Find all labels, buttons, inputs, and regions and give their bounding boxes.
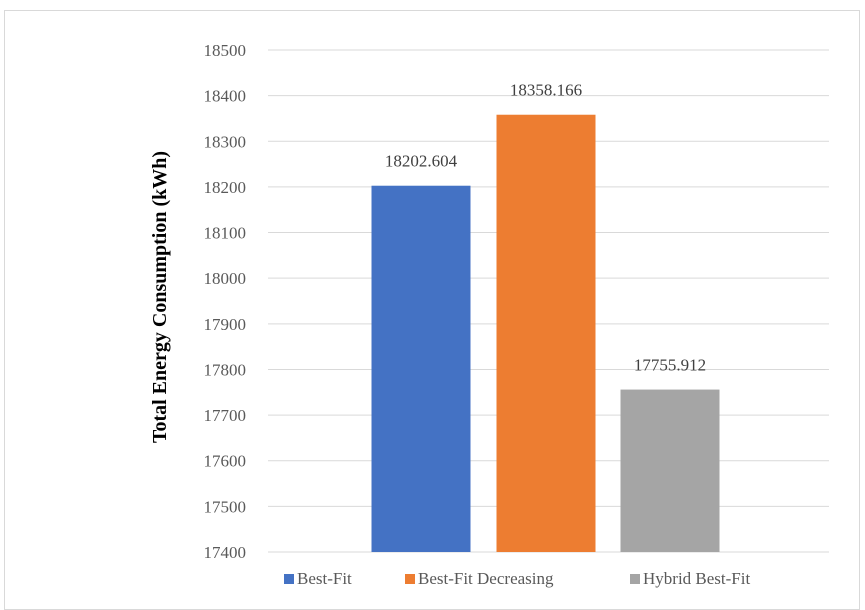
- y-tick-label: 18100: [204, 224, 247, 243]
- y-tick-label: 17800: [204, 360, 247, 379]
- y-tick-label: 18400: [204, 87, 247, 106]
- y-axis-label: Total Energy Consumption (kWh): [149, 151, 171, 443]
- y-tick-label: 18500: [204, 41, 247, 60]
- bar-hybrid-best-fit: [620, 389, 720, 552]
- y-tick-label: 18300: [204, 132, 247, 151]
- bar-chart: 17400 17500 17600 17700 17800 17900 18000 18100…: [149, 41, 829, 588]
- data-label: 17755.912: [634, 356, 706, 375]
- legend-swatch: [630, 574, 640, 584]
- legend-label: Hybrid Best-Fit: [643, 569, 750, 588]
- y-tick-label: 17500: [204, 497, 247, 516]
- y-tick-label: 17900: [204, 315, 247, 334]
- data-label: 18202.604: [385, 152, 458, 171]
- data-labels: 18202.604 18358.166 17755.912: [385, 81, 706, 375]
- legend-swatch: [405, 574, 415, 584]
- bar-best-fit-decreasing: [496, 114, 596, 553]
- y-tick-label: 18000: [204, 269, 247, 288]
- legend: Best-Fit Best-Fit Decreasing Hybrid Best-F…: [284, 569, 750, 588]
- y-tick-label: 17400: [204, 543, 247, 562]
- y-tick-label: 17700: [204, 406, 247, 425]
- y-tick-label: 18200: [204, 178, 247, 197]
- y-tick-label: 17600: [204, 452, 247, 471]
- legend-swatch: [284, 574, 294, 584]
- legend-label: Best-Fit: [297, 569, 352, 588]
- bars: [371, 114, 720, 553]
- bar-best-fit: [371, 185, 471, 553]
- legend-label: Best-Fit Decreasing: [418, 569, 554, 588]
- data-label: 18358.166: [510, 81, 582, 100]
- y-axis-ticks: 17400 17500 17600 17700 17800 17900 18000 18100…: [204, 41, 247, 562]
